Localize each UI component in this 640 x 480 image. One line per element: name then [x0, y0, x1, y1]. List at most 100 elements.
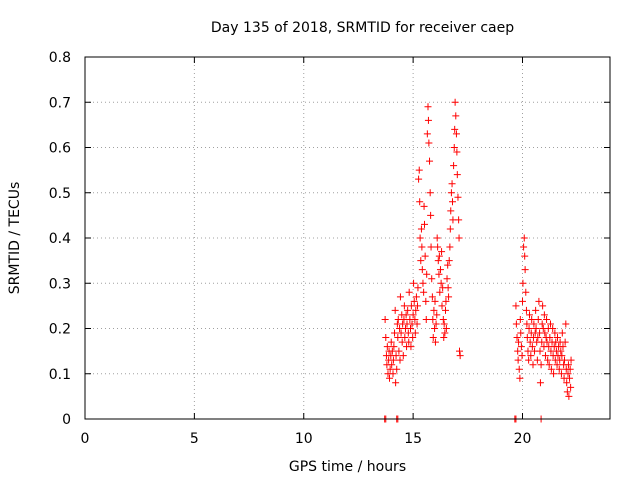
- data-point: [455, 234, 463, 242]
- data-point: [420, 288, 428, 296]
- data-point: [401, 334, 409, 342]
- data-point: [396, 325, 404, 332]
- data-point: [410, 279, 418, 287]
- data-point: [456, 347, 463, 355]
- data-point: [534, 315, 542, 323]
- data-point: [422, 315, 430, 323]
- data-point: [440, 320, 448, 328]
- data-point: [536, 347, 544, 355]
- y-tick-label: 0.7: [49, 95, 71, 111]
- data-point: [430, 306, 438, 314]
- data-point: [442, 306, 449, 314]
- data-point: [565, 392, 573, 400]
- data-point: [391, 306, 399, 314]
- data-point: [418, 266, 426, 274]
- data-point: [541, 329, 549, 337]
- data-point: [526, 311, 533, 319]
- data-point: [435, 252, 443, 260]
- axis-ticks: 0 5 10 15 20 0 0.1 0.2 0.3 0.4 0.5 0.6 0.7 0.8: [49, 50, 610, 447]
- data-point: [381, 315, 389, 323]
- data-point: [545, 361, 553, 369]
- data-point: [558, 329, 566, 337]
- data-point: [393, 365, 401, 373]
- data-point: [388, 347, 396, 355]
- data-point: [442, 297, 450, 305]
- y-tick-label: 0.8: [49, 50, 71, 66]
- data-point: [417, 225, 425, 233]
- data-point: [520, 243, 528, 251]
- data-point: [526, 338, 534, 346]
- data-point: [534, 334, 542, 342]
- data-point: [395, 347, 403, 355]
- data-point: [424, 116, 432, 124]
- data-point: [387, 338, 395, 346]
- x-tick-label: 20: [514, 431, 532, 447]
- data-point: [558, 352, 566, 360]
- data-point: [436, 266, 444, 274]
- data-point: [539, 302, 547, 310]
- data-point: [431, 297, 439, 305]
- data-point: [415, 166, 423, 174]
- data-point: [431, 325, 439, 332]
- data-point: [444, 261, 452, 269]
- data-point: [442, 325, 450, 332]
- data-point: [415, 175, 423, 183]
- data-point: [427, 243, 435, 251]
- data-point: [566, 374, 574, 382]
- y-tick-label: 0.6: [49, 141, 71, 157]
- data-point: [518, 352, 526, 360]
- data-point: [562, 320, 570, 328]
- data-point: [409, 311, 417, 319]
- data-point: [423, 130, 431, 138]
- data-point: [383, 343, 391, 351]
- data-point: [433, 234, 441, 242]
- data-point: [450, 162, 458, 170]
- data-point: [425, 139, 433, 147]
- y-tick-label: 0.5: [49, 186, 71, 202]
- data-point: [407, 343, 415, 351]
- data-point: [396, 293, 404, 301]
- data-point: [438, 302, 446, 310]
- data-point: [521, 252, 529, 260]
- data-point: [515, 365, 523, 373]
- data-point: [515, 338, 523, 346]
- y-axis-title: SRMTID / TECUs: [7, 182, 23, 295]
- data-point: [441, 329, 449, 337]
- data-point: [433, 311, 441, 319]
- data-points: [381, 98, 575, 423]
- data-point: [564, 370, 572, 378]
- data-point: [429, 315, 437, 323]
- data-point: [519, 279, 527, 287]
- data-point: [520, 234, 528, 242]
- data-point: [517, 329, 525, 337]
- data-point: [452, 112, 460, 120]
- data-point: [557, 347, 565, 355]
- data-point: [411, 329, 419, 337]
- data-point: [555, 365, 563, 373]
- data-point: [429, 334, 437, 342]
- data-point: [389, 370, 397, 378]
- data-point: [561, 338, 569, 346]
- data-point: [423, 270, 431, 278]
- data-point: [547, 320, 554, 328]
- y-tick-label: 0.1: [49, 367, 71, 383]
- data-point: [410, 297, 418, 305]
- data-point: [438, 248, 446, 256]
- data-point: [394, 334, 402, 342]
- data-point: [523, 334, 531, 342]
- data-point: [435, 270, 443, 278]
- data-point: [389, 356, 397, 364]
- data-point: [563, 388, 571, 396]
- data-point: [529, 361, 537, 369]
- data-point: [386, 374, 393, 382]
- data-point: [445, 257, 453, 265]
- data-point: [402, 311, 410, 319]
- data-point: [419, 279, 427, 287]
- data-point: [412, 306, 420, 314]
- data-point: [521, 266, 529, 274]
- data-point: [446, 243, 454, 251]
- data-point: [450, 144, 458, 151]
- data-point: [543, 315, 551, 323]
- data-point: [525, 325, 533, 332]
- data-point: [567, 356, 575, 364]
